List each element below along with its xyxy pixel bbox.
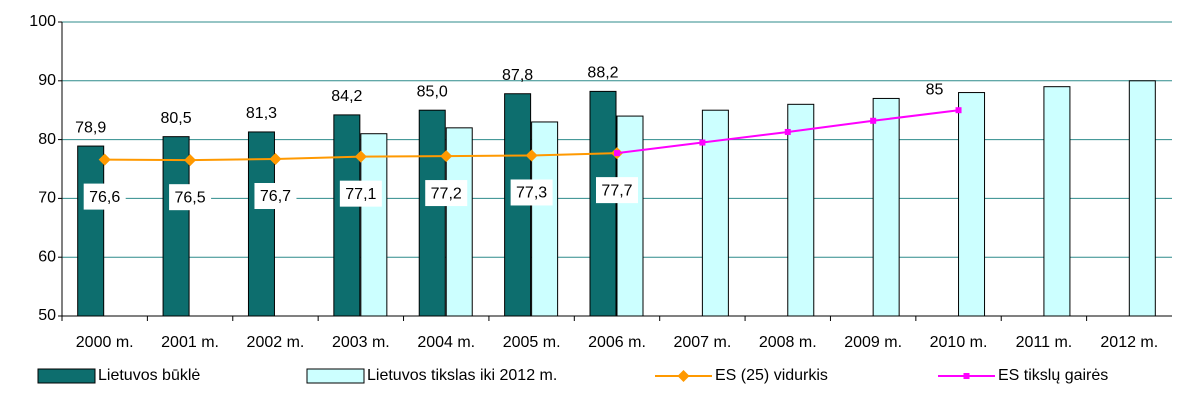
marker [440,150,453,163]
marker [784,128,791,135]
marker [354,150,367,163]
bar [445,127,473,317]
label-box [254,183,297,210]
x-tick-label: 2009 m. [844,334,902,351]
x-tick-label: 2002 m. [247,334,305,351]
bar [333,114,361,317]
label-box [83,183,126,210]
x-tick-label: 2008 m. [759,334,817,351]
data-label: 78,9 [75,119,106,136]
bar [958,92,986,317]
y-tick-label: 70 [38,190,56,207]
legend-label: Lietuvos būklė [98,367,200,384]
bar [247,131,275,317]
data-label: 76,7 [260,188,291,205]
data-label: 81,3 [246,105,277,122]
bar [1128,80,1156,317]
data-label: 77,3 [516,185,547,202]
bar [360,133,388,317]
legend-swatch [37,368,96,384]
data-label: 80,5 [161,110,192,127]
label-box [425,180,468,207]
data-label: 77,1 [345,186,376,203]
bar [701,109,729,317]
marker [955,107,962,114]
x-tick-label: 2003 m. [332,334,390,351]
marker [870,117,877,124]
x-tick-label: 2007 m. [673,334,731,351]
data-label: 76,6 [89,189,120,206]
y-tick-label: 100 [29,13,56,30]
bar [162,136,190,317]
legend-label: ES (25) vidurkis [715,367,828,384]
x-tick-label: 2001 m. [161,334,219,351]
marker [184,154,197,167]
y-tick-label: 60 [38,248,56,265]
bar [589,90,617,317]
marker [269,153,282,166]
bar [872,97,900,317]
x-tick-label: 2000 m. [76,334,134,351]
label-box [596,177,638,204]
legend-swatch [306,368,365,384]
data-label: 88,2 [587,65,618,82]
x-tick-label: 2005 m. [503,334,561,351]
x-tick-label: 2010 m. [930,334,988,351]
legend-label: Lietuvos tikslas iki 2012 m. [367,367,557,384]
bar [418,109,446,317]
bar [531,121,559,317]
y-tick-label: 90 [38,72,56,89]
x-tick-label: 2004 m. [417,334,475,351]
x-tick-label: 2012 m. [1100,334,1158,351]
marker [525,149,538,162]
bar [1043,86,1071,317]
bar [616,115,644,317]
legend-label: ES tikslų gairės [998,367,1108,384]
legend-marker [677,370,690,382]
data-label: 77,2 [431,185,462,202]
x-tick-label: 2011 m. [1016,334,1073,351]
label-box [510,179,553,206]
bar [787,103,815,317]
data-label: 76,5 [175,189,206,206]
marker [614,150,620,157]
label-box [169,184,212,211]
marker [98,153,111,166]
data-label: 84,2 [331,88,362,105]
legend-marker [963,373,970,379]
x-tick-label: 2006 m. [588,334,646,351]
label-box [339,180,382,207]
marker [699,139,706,146]
data-label: 87,8 [502,67,533,84]
bar [77,145,105,317]
y-tick-label: 80 [38,131,56,148]
data-label: 85 [926,81,944,98]
y-tick-label: 50 [38,307,56,324]
data-label: 85,0 [417,83,448,100]
data-label: 77,7 [601,182,632,199]
